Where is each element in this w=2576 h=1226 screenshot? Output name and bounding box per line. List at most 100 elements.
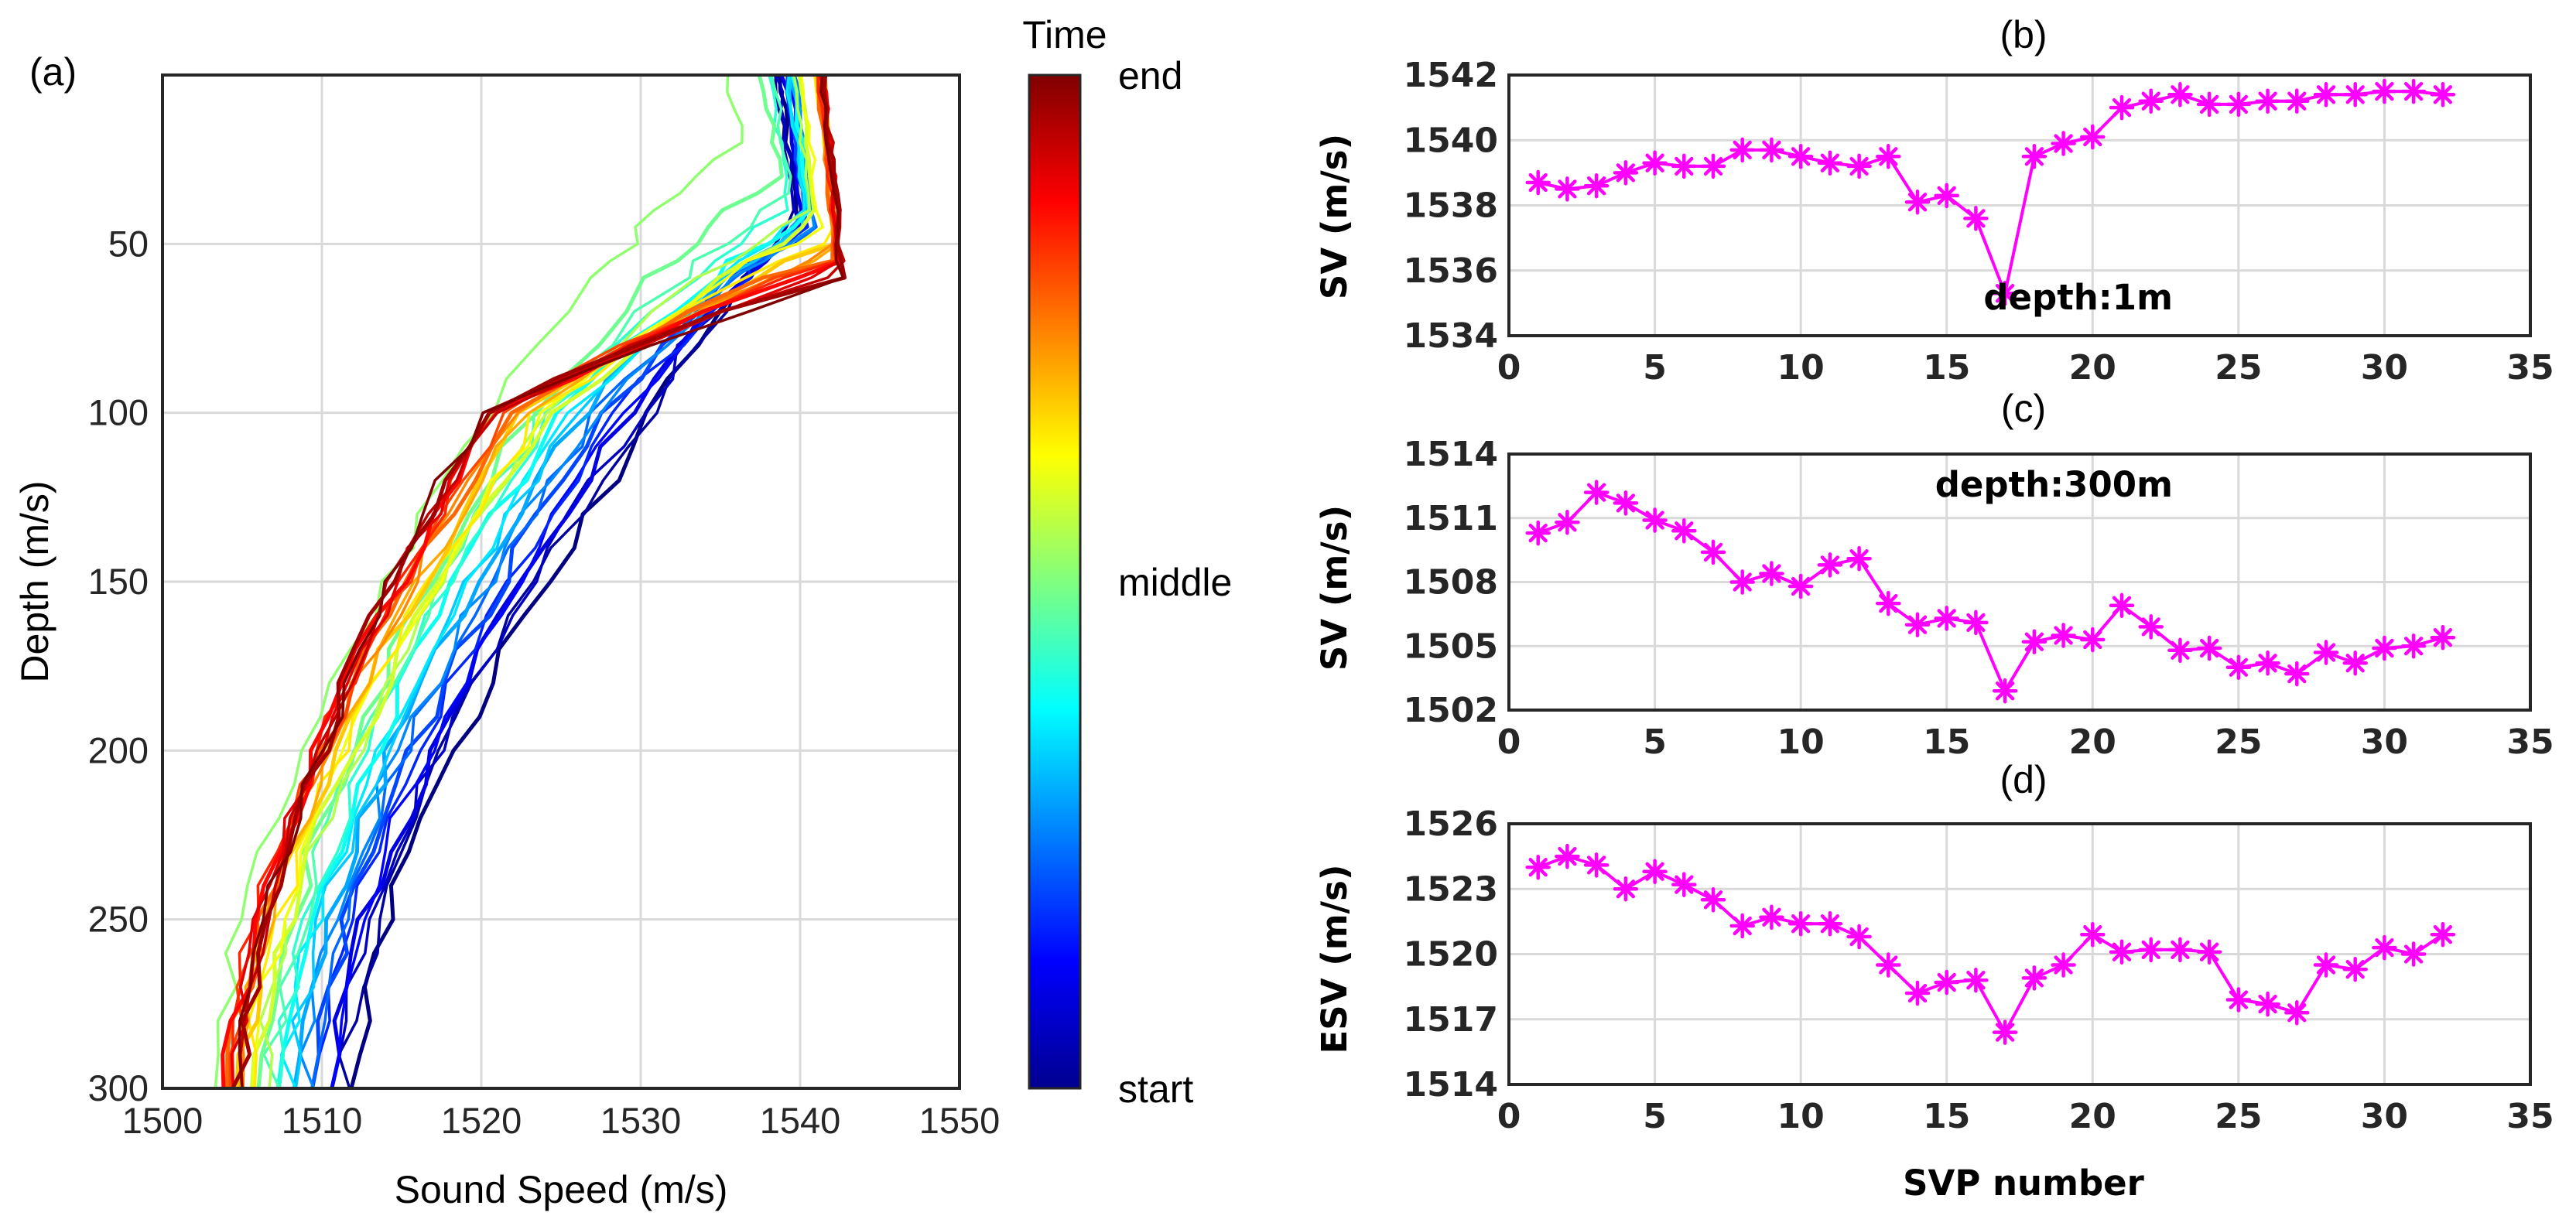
panel-c-marker — [1992, 678, 2018, 704]
panel-b-xtick: 25 — [2215, 348, 2262, 388]
panel-c-marker — [1729, 569, 1755, 595]
panel-d-marker — [2021, 965, 2047, 991]
panel-b-marker — [2313, 82, 2339, 108]
panel-c-xtick: 10 — [1777, 722, 1825, 762]
panel-a-ytick: 250 — [88, 899, 149, 940]
panel-c-frame — [1507, 452, 2532, 712]
panel-d-marker — [1729, 913, 1755, 939]
panel-b-marker — [2342, 82, 2368, 108]
panel-c-marker — [1613, 490, 1639, 516]
panel-c-marker — [2196, 635, 2222, 661]
panel-b-marker — [2167, 82, 2193, 108]
panel-d-marker — [2138, 937, 2164, 963]
panel-d-marker — [2400, 941, 2427, 967]
panel-a-xtick: 1510 — [282, 1100, 363, 1141]
panel-b-label: (b) — [2000, 13, 2047, 56]
panel-b-marker — [1934, 183, 1959, 209]
panel-c-marker — [2255, 651, 2280, 676]
panel-d-marker — [1671, 872, 1697, 897]
panel-b-xtick: 5 — [1643, 348, 1667, 388]
panel-c-marker — [1583, 480, 1610, 505]
panel-c-xtick: 5 — [1643, 722, 1667, 762]
panel-b-marker — [2255, 88, 2280, 114]
panel-c-annotation: depth:300m — [1935, 464, 2173, 505]
panel-c-marker — [2167, 637, 2193, 664]
panel-c-marker — [2021, 629, 2047, 654]
panel-b-series-line — [1538, 90, 2444, 295]
panel-c-marker — [2080, 627, 2106, 653]
panel-d-marker — [1555, 843, 1580, 869]
panel-b-marker — [2196, 91, 2222, 118]
profile-line — [214, 75, 744, 1088]
panel-d-ylabel: ESV (m/s) — [1314, 865, 1355, 1054]
panel-d-frame — [1507, 822, 2532, 1086]
panel-b-marker — [2284, 88, 2310, 114]
panel-b-xtick: 35 — [2506, 348, 2554, 388]
panel-a-frame — [161, 73, 961, 1090]
colorbar-label-end: end — [1118, 54, 1182, 97]
panel-c-ytick: 1511 — [1404, 499, 1498, 538]
profile-line — [310, 75, 809, 1088]
panel-b-marker — [2080, 124, 2106, 150]
panel-d-marker — [2430, 921, 2456, 948]
panel-b-marker — [2109, 94, 2135, 121]
panel-b-marker — [1876, 144, 1901, 169]
panel-a-ticks: 1500 1510 1520 1530 1540 1550 50 100 150 200 250 30… — [88, 223, 1001, 1141]
panel-d-marker — [1787, 910, 1814, 937]
panel-b-marker — [1671, 153, 1697, 179]
panel-b-marker — [1846, 153, 1872, 179]
panel-b-ytick: 1538 — [1404, 186, 1498, 226]
panel-d-xtick: 25 — [2215, 1097, 2262, 1136]
panel-c-marker — [1700, 539, 1726, 565]
panel-a-ylabel: Depth (m/s) — [13, 480, 56, 682]
panel-b-marker — [2021, 144, 2047, 169]
panel-b-xtick: 30 — [2361, 348, 2408, 388]
panel-c-marker — [2225, 654, 2252, 681]
profile-line — [231, 75, 847, 1088]
panel-a-profiles — [214, 75, 847, 1088]
panel-d-marker — [2342, 956, 2368, 982]
colorbar-gradient — [1028, 73, 1082, 1090]
panel-a-xlabel: Sound Speed (m/s) — [395, 1168, 728, 1211]
panel-c-xtick: 15 — [1923, 722, 1970, 762]
panel-d-ytick: 1526 — [1404, 804, 1498, 844]
panel-c-marker — [2430, 624, 2456, 651]
panel-c-series-line — [1538, 490, 2444, 693]
panel-c-label: (c) — [2001, 387, 2046, 430]
panel-d-marker — [2372, 934, 2397, 961]
panel-b-xtick: 20 — [2069, 348, 2116, 388]
panel-d-marker — [2167, 937, 2193, 963]
profile-line — [251, 75, 825, 1088]
panel-b-annotation: depth:1m — [1983, 277, 2173, 318]
panel-b-marker — [1613, 160, 1639, 186]
panel-d-xtick: 30 — [2361, 1097, 2408, 1136]
panel-a-ytick: 150 — [88, 561, 149, 602]
panel-c-marker — [2400, 633, 2427, 659]
panel-a-xtick: 1500 — [122, 1100, 204, 1141]
panel-d-xtick: 10 — [1777, 1097, 1825, 1136]
panel-d-xlabel: SVP number — [1903, 1163, 2145, 1204]
profile-line — [277, 75, 789, 1088]
panel-c-marker — [1963, 610, 1989, 636]
panel-a-xtick: 1520 — [441, 1100, 522, 1141]
panel-c-ytick: 1514 — [1404, 435, 1498, 474]
colorbar-title: Time — [1022, 13, 1107, 56]
panel-d-marker — [2196, 939, 2222, 965]
panel-c-marker — [1525, 520, 1551, 546]
profile-line — [349, 75, 802, 1088]
panel-b-marker — [1992, 280, 2018, 306]
panel-c-ytick: 1505 — [1404, 627, 1498, 666]
profile-line — [238, 75, 845, 1088]
panel-c-marker — [2051, 623, 2076, 648]
panel-b-marker — [1817, 150, 1843, 176]
panel-b-marker — [2225, 91, 2252, 118]
panel-b-xtick: 10 — [1777, 348, 1825, 388]
panel-d-ytick: 1523 — [1404, 869, 1498, 909]
panel-a-label: (a) — [29, 50, 77, 94]
panel-c-ytick: 1508 — [1404, 563, 1498, 603]
panel-d-marker — [1992, 1019, 2018, 1045]
colorbar: Time end middle start — [1022, 13, 1232, 1111]
panel-b-xtick: 0 — [1497, 348, 1521, 388]
panel-b-marker — [1700, 153, 1726, 179]
